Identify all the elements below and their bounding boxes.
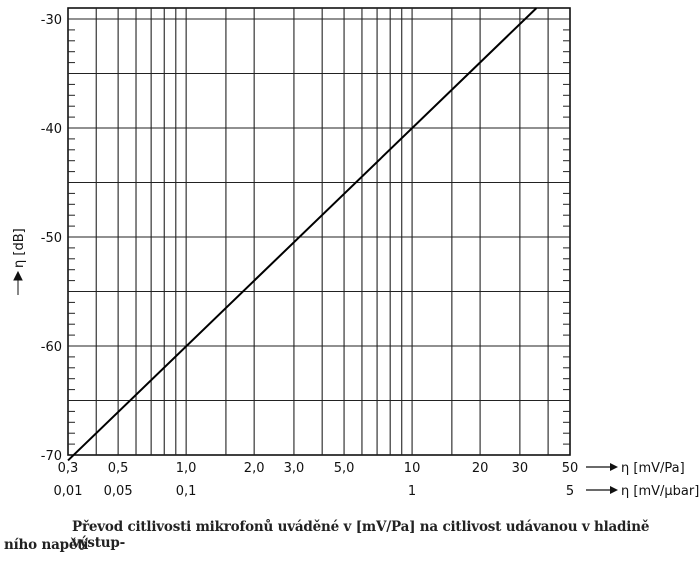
x-axis-secondary-arrow-head [610,486,618,494]
y-tick-label: -50 [41,231,62,246]
y-tick-label: -60 [41,340,62,355]
x-tick-label: 0,3 [58,461,79,476]
y-tick-label: -30 [41,13,62,28]
x-tick-label-secondary: 5 [566,484,574,499]
x-tick-label: 30 [512,461,529,476]
caption-line-2: ního napětí [4,537,89,553]
x-tick-label-secondary: 0,1 [176,484,197,499]
x-axis-label-secondary: η [mV/µbar] [621,484,699,499]
plot-frame [67,7,571,456]
x-tick-label: 1,0 [176,461,197,476]
x-tick-label: 10 [404,461,421,476]
x-tick-label: 0,5 [108,461,129,476]
y-tick-label: -40 [41,122,62,137]
y-axis-label: η [dB] [12,228,27,268]
x-tick-label: 5,0 [334,461,355,476]
y-tick-label: -70 [41,449,62,464]
x-tick-label: 2,0 [244,461,265,476]
x-tick-label-secondary: 1 [408,484,416,499]
caption-line-1: Převod citlivosti mikrofonů uváděné v [m… [72,519,650,551]
x-tick-label: 20 [472,461,489,476]
x-tick-label: 50 [562,461,579,476]
series-line-conversion [67,7,538,462]
x-tick-label: 3,0 [284,461,305,476]
y-axis-arrow [13,270,23,295]
x-axis-arrow-head [610,463,618,471]
y-axis-label-group: η [dB] [12,228,27,295]
x-axis-label: η [mV/Pa] [621,461,685,476]
x-tick-label-secondary: 0,05 [104,484,133,499]
x-tick-label-secondary: 0,01 [54,484,83,499]
